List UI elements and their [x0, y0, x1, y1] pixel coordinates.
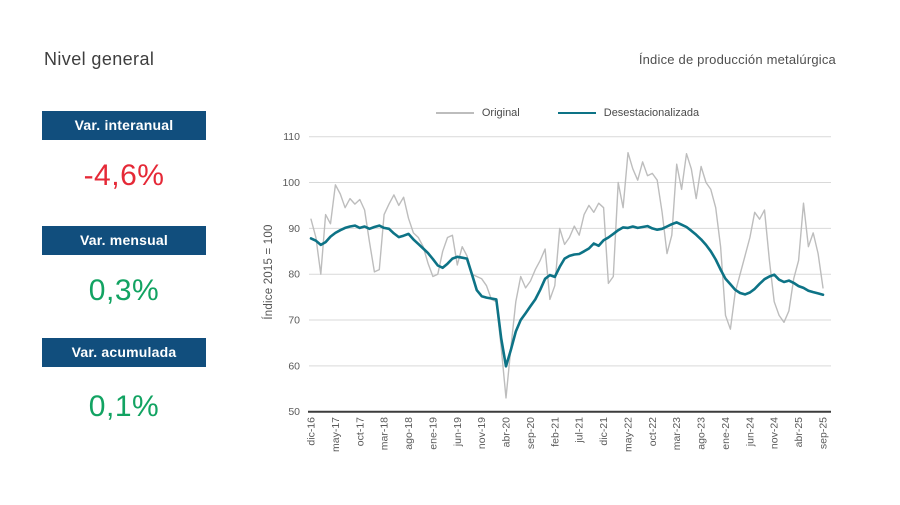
x-tick-label: jul-21 — [574, 417, 586, 444]
y-tick-label: 70 — [288, 315, 300, 327]
x-tick-label: oct-22 — [647, 417, 659, 446]
desestacionalizada-line-swatch — [557, 111, 596, 115]
x-tick-label: abr-20 — [501, 417, 513, 448]
x-tick-label: ago-23 — [696, 417, 708, 450]
stat-label-acumulada: Var. acumulada — [42, 338, 206, 367]
y-tick-label: 60 — [288, 360, 300, 372]
x-tick-label: jun-24 — [744, 417, 756, 447]
original-series-line — [310, 151, 824, 399]
desestacionalizada-series-line — [309, 221, 825, 368]
y-tick-label: 110 — [283, 131, 300, 143]
x-tick-label: nov-19 — [476, 417, 488, 449]
legend-item-desestacionalizada: Desestacionalizada — [557, 107, 700, 119]
y-tick-label: 100 — [282, 177, 300, 189]
x-tick-label: ago-18 — [403, 417, 415, 450]
y-tick-label: 90 — [288, 223, 300, 235]
x-tick-label: dic-21 — [598, 417, 610, 446]
stat-value-mensual: 0,3% — [88, 274, 160, 307]
x-tick-label: abr-25 — [793, 417, 805, 448]
stat-value-interanual: -4,6% — [83, 159, 165, 192]
x-tick-label: nov-24 — [769, 417, 781, 449]
legend-label-desestacionalizada: Desestacionalizada — [603, 107, 700, 119]
x-tick-label: may-22 — [622, 417, 634, 452]
chart-title: Índice de producción metalúrgica — [638, 52, 836, 67]
original-line-swatch — [435, 112, 474, 114]
x-tick-label: mar-23 — [671, 417, 683, 450]
x-tick-label: may-17 — [330, 417, 342, 452]
production-chart: 50 60 70 80 90 100 110 dic-16 may-17 oct-17 mar-18… — [282, 131, 831, 452]
legend-item-original: Original — [435, 107, 520, 119]
x-tick-label: mar-18 — [379, 417, 391, 450]
x-tick-label: sep-20 — [525, 417, 537, 449]
x-tick-label: ene-19 — [427, 417, 439, 450]
x-tick-label: ene-24 — [720, 417, 732, 450]
stat-label-interanual: Var. interanual — [42, 111, 206, 140]
x-tick-label: jun-19 — [452, 417, 464, 447]
stat-label-mensual: Var. mensual — [42, 226, 206, 255]
x-tick-label: feb-21 — [549, 417, 561, 447]
y-tick-label: 50 — [288, 406, 300, 418]
y-tick-label: 80 — [288, 269, 300, 281]
page-title: Nivel general — [44, 49, 155, 69]
x-tick-label: dic-16 — [306, 417, 318, 446]
x-tick-label: oct-17 — [354, 417, 366, 446]
legend-label-original: Original — [481, 107, 520, 119]
stat-value-acumulada: 0,1% — [88, 390, 160, 423]
x-tick-label: sep-25 — [818, 417, 830, 449]
chart-legend: Original Desestacionalizada — [305, 105, 830, 121]
